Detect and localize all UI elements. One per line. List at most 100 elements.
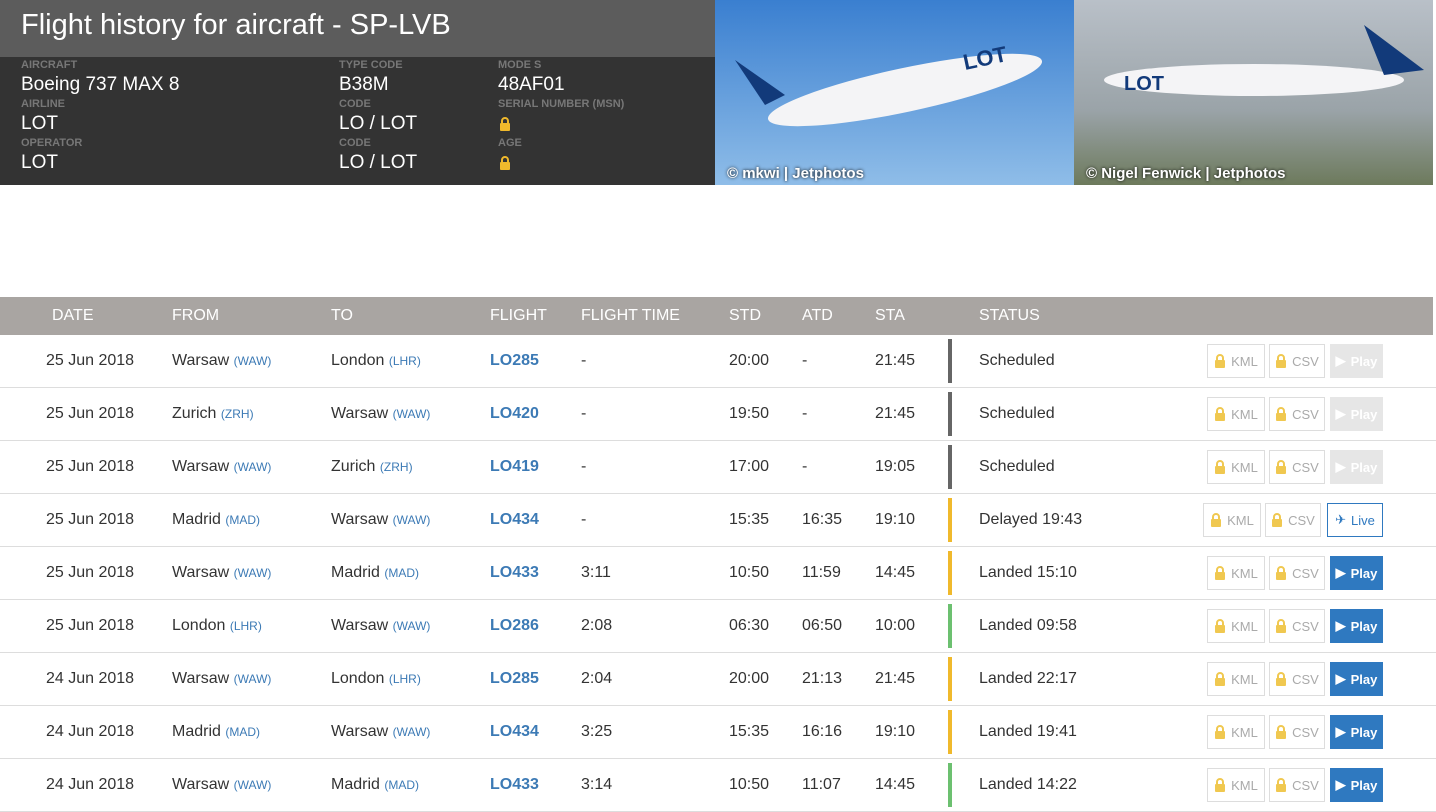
std: 15:35: [729, 723, 770, 740]
airport-code[interactable]: (WAW): [392, 513, 431, 527]
airport-code[interactable]: (WAW): [233, 354, 272, 368]
flight-row: 25 Jun 2018 Zurich (ZRH) Warsaw (WAW) LO420…: [0, 388, 1436, 441]
kml-button[interactable]: KML: [1207, 556, 1265, 590]
airport-code[interactable]: (ZRH): [379, 460, 413, 474]
play-button[interactable]: ▶ Play: [1330, 397, 1383, 431]
flight-row: 24 Jun 2018 Madrid (MAD) Warsaw (WAW) LO434…: [0, 706, 1436, 759]
airport-code[interactable]: (MAD): [384, 778, 420, 792]
csv-button[interactable]: CSV: [1265, 503, 1321, 537]
kml-button[interactable]: KML: [1207, 609, 1265, 643]
photo-credit: © Nigel Fenwick | Jetphotos: [1086, 165, 1286, 182]
button-label: KML: [1231, 565, 1258, 581]
kml-button[interactable]: KML: [1207, 715, 1265, 749]
play-button[interactable]: ▶ Play: [1330, 609, 1383, 643]
city: London: [172, 617, 226, 634]
button-label: KML: [1231, 777, 1258, 793]
play-button[interactable]: ▶ Play: [1330, 344, 1383, 378]
play-icon: ▶: [1335, 406, 1346, 421]
flight-time: -: [581, 458, 587, 475]
status-bar: [948, 604, 952, 648]
play-button[interactable]: ▶ Play: [1330, 662, 1383, 696]
field-label: MODE S: [498, 59, 542, 71]
airport-code[interactable]: (LHR): [229, 619, 262, 633]
flight-number[interactable]: LO419: [490, 458, 539, 475]
csv-button[interactable]: CSV: [1269, 450, 1325, 484]
field-value: LO / LOT: [339, 152, 418, 173]
airport-code[interactable]: (WAW): [233, 460, 272, 474]
play-button[interactable]: ✈ Live: [1327, 503, 1383, 537]
flight-row: 25 Jun 2018 Warsaw (WAW) London (LHR) LO285…: [0, 335, 1436, 388]
play-button[interactable]: ▶ Play: [1330, 450, 1383, 484]
button-label: KML: [1231, 724, 1258, 740]
date: 25 Jun 2018: [46, 511, 135, 528]
sta: 14:45: [875, 564, 916, 581]
city: Madrid: [172, 723, 221, 740]
airport-code[interactable]: (WAW): [392, 725, 431, 739]
airport-code[interactable]: (LHR): [388, 672, 421, 686]
kml-button[interactable]: KML: [1203, 503, 1261, 537]
flight-number[interactable]: LO285: [490, 352, 539, 369]
flight-number[interactable]: LO420: [490, 405, 539, 422]
button-label: CSV: [1292, 353, 1319, 369]
play-button[interactable]: ▶ Play: [1330, 768, 1383, 802]
to: Madrid (MAD): [331, 776, 419, 794]
button-label: KML: [1231, 618, 1258, 634]
to: Zurich (ZRH): [331, 458, 413, 476]
flight-number[interactable]: LO434: [490, 511, 539, 528]
flight-time: -: [581, 511, 587, 528]
csv-button[interactable]: CSV: [1269, 344, 1325, 378]
airport-code[interactable]: (ZRH): [220, 407, 254, 421]
csv-button[interactable]: CSV: [1269, 662, 1325, 696]
city: Warsaw: [331, 405, 389, 422]
lock-icon: [1215, 619, 1226, 633]
lock-icon: [1272, 513, 1283, 527]
play-button[interactable]: ▶ Play: [1330, 556, 1383, 590]
lock-icon: [1215, 460, 1226, 474]
button-label: Live: [1351, 512, 1375, 528]
city: London: [331, 352, 385, 369]
aircraft-info: Flight history for aircraft - SP-LVB AIR…: [0, 0, 715, 185]
flight-time: 2:04: [581, 670, 613, 687]
csv-button[interactable]: CSV: [1269, 609, 1325, 643]
flight-number[interactable]: LO286: [490, 617, 539, 634]
button-label: CSV: [1292, 406, 1319, 422]
play-icon: ▶: [1335, 459, 1346, 474]
atd: 16:35: [802, 511, 843, 528]
date: 25 Jun 2018: [46, 617, 135, 634]
button-label: Play: [1350, 618, 1378, 634]
lock-icon: [1215, 725, 1226, 739]
from: Warsaw (WAW): [172, 776, 271, 794]
airport-code[interactable]: (MAD): [225, 513, 261, 527]
flight-row: 25 Jun 2018 London (LHR) Warsaw (WAW) LO286…: [0, 600, 1436, 653]
kml-button[interactable]: KML: [1207, 662, 1265, 696]
play-button[interactable]: ▶ Play: [1330, 715, 1383, 749]
airport-code[interactable]: (WAW): [392, 619, 431, 633]
csv-button[interactable]: CSV: [1269, 556, 1325, 590]
airport-code[interactable]: (WAW): [392, 407, 431, 421]
flight-number[interactable]: LO285: [490, 670, 539, 687]
csv-button[interactable]: CSV: [1269, 715, 1325, 749]
airport-code[interactable]: (WAW): [233, 778, 272, 792]
airport-code[interactable]: (LHR): [388, 354, 421, 368]
kml-button[interactable]: KML: [1207, 450, 1265, 484]
csv-button[interactable]: CSV: [1269, 768, 1325, 802]
flight-number[interactable]: LO433: [490, 776, 539, 793]
kml-button[interactable]: KML: [1207, 768, 1265, 802]
flight-time: 2:08: [581, 617, 613, 634]
lock-icon: [1276, 619, 1287, 633]
airport-code[interactable]: (WAW): [233, 566, 272, 580]
lock-icon: [1276, 725, 1287, 739]
atd: 21:13: [802, 670, 843, 687]
flight-number[interactable]: LO433: [490, 564, 539, 581]
airport-code[interactable]: (MAD): [225, 725, 261, 739]
csv-button[interactable]: CSV: [1269, 397, 1325, 431]
kml-button[interactable]: KML: [1207, 344, 1265, 378]
city: Warsaw: [172, 458, 230, 475]
flight-number[interactable]: LO434: [490, 723, 539, 740]
kml-button[interactable]: KML: [1207, 397, 1265, 431]
city: London: [331, 670, 385, 687]
page-title: Flight history for aircraft - SP-LVB: [0, 0, 715, 57]
airport-code[interactable]: (WAW): [233, 672, 272, 686]
airport-code[interactable]: (MAD): [384, 566, 420, 580]
city: Warsaw: [331, 511, 389, 528]
